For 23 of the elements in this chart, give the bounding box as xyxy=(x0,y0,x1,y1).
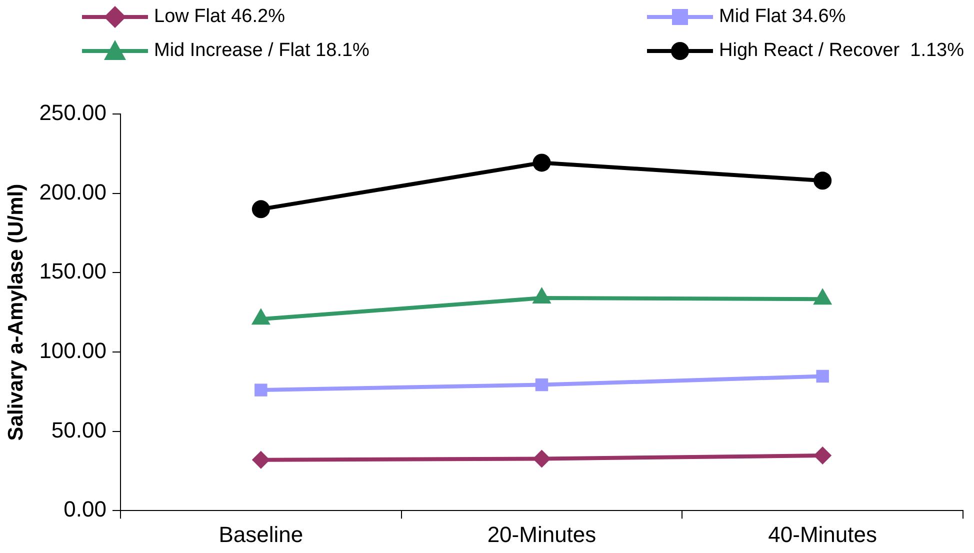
x-tick-label: 20-Minutes xyxy=(487,522,596,547)
legend-label: High React / Recover 1.13% xyxy=(719,40,964,62)
legend-label: Low Flat 46.2% xyxy=(154,6,285,28)
legend-label: Mid Flat 34.6% xyxy=(719,6,846,28)
y-tick-label: 200.00 xyxy=(39,179,106,204)
y-tick-label: 50.00 xyxy=(51,417,106,442)
point xyxy=(814,172,832,190)
point xyxy=(532,450,551,468)
x-tick-label: 40-Minutes xyxy=(768,522,878,547)
point xyxy=(254,384,268,396)
y-tick-label: 150.00 xyxy=(39,258,106,284)
point xyxy=(535,378,548,392)
point xyxy=(814,446,832,465)
point xyxy=(252,450,270,469)
y-axis-title: Salivary a-Amylase (U/ml) xyxy=(4,184,28,441)
y-tick-label: 250.00 xyxy=(39,100,106,126)
y-tick-label: 100.00 xyxy=(39,338,106,364)
legend-label: Mid Increase / Flat 18.1% xyxy=(154,40,370,62)
point xyxy=(252,200,270,218)
x-tick-label: Baseline xyxy=(218,522,304,547)
y-tick-label: 0.00 xyxy=(64,496,106,522)
point xyxy=(816,370,829,383)
point xyxy=(532,154,551,172)
